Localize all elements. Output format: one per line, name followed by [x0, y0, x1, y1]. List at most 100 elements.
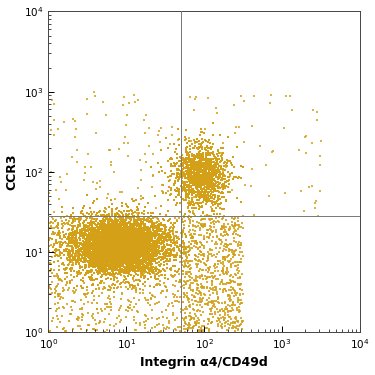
Point — [94, 260, 100, 266]
Point — [228, 264, 234, 270]
Point — [143, 234, 149, 240]
Point — [108, 234, 114, 240]
Point — [165, 208, 171, 214]
Point — [91, 253, 97, 259]
Point — [164, 247, 170, 253]
Point — [195, 299, 201, 305]
Point — [172, 214, 178, 220]
Point — [99, 238, 105, 244]
Point — [165, 250, 171, 256]
Point — [107, 215, 113, 221]
Point — [159, 222, 165, 228]
Point — [107, 257, 113, 263]
Point — [192, 182, 198, 188]
Point — [65, 256, 71, 262]
Point — [123, 250, 129, 256]
Point — [107, 230, 113, 236]
Point — [138, 221, 144, 227]
Point — [205, 170, 211, 176]
Point — [82, 258, 88, 264]
Point — [205, 158, 211, 164]
Point — [211, 224, 217, 230]
Point — [54, 240, 60, 246]
Point — [184, 191, 190, 197]
Point — [67, 256, 73, 262]
Point — [131, 224, 137, 230]
Point — [118, 235, 124, 241]
Point — [207, 193, 213, 199]
Point — [117, 246, 123, 252]
Point — [90, 240, 96, 246]
Point — [104, 252, 110, 258]
Point — [164, 241, 170, 247]
Point — [102, 252, 108, 258]
Point — [90, 264, 96, 270]
Point — [156, 267, 162, 273]
Point — [104, 234, 110, 240]
Point — [189, 258, 195, 264]
Point — [111, 253, 117, 259]
Point — [194, 152, 200, 157]
Point — [231, 279, 237, 285]
Point — [81, 291, 87, 297]
Point — [141, 241, 147, 247]
Point — [109, 242, 115, 248]
Point — [87, 236, 93, 242]
Point — [120, 246, 126, 252]
Point — [117, 254, 123, 260]
Point — [202, 172, 208, 178]
Point — [99, 246, 105, 252]
Point — [104, 244, 110, 250]
Point — [196, 194, 202, 200]
Point — [106, 217, 112, 223]
Point — [92, 239, 98, 245]
Point — [112, 252, 118, 258]
Point — [210, 270, 216, 276]
Point — [90, 230, 96, 236]
Point — [116, 250, 122, 256]
Point — [96, 270, 102, 276]
Point — [180, 326, 186, 332]
Point — [69, 298, 75, 304]
Point — [107, 258, 113, 264]
Point — [190, 202, 196, 208]
Point — [138, 250, 144, 256]
Point — [115, 271, 121, 277]
Point — [110, 259, 116, 265]
Point — [115, 236, 121, 242]
Point — [134, 249, 140, 255]
Point — [196, 138, 202, 144]
Point — [112, 256, 118, 262]
Point — [90, 255, 96, 261]
Point — [124, 244, 130, 250]
Point — [87, 231, 93, 237]
Point — [118, 266, 124, 272]
Point — [94, 246, 100, 252]
Point — [112, 236, 118, 242]
Point — [108, 217, 114, 223]
Point — [201, 169, 207, 175]
Point — [91, 219, 97, 225]
Point — [113, 244, 119, 250]
Point — [111, 244, 117, 250]
Point — [151, 256, 157, 262]
Point — [138, 259, 144, 265]
Point — [136, 210, 142, 216]
Point — [199, 204, 205, 210]
Point — [182, 244, 188, 250]
Point — [193, 159, 199, 165]
Point — [200, 174, 206, 180]
Point — [120, 228, 126, 234]
Point — [135, 226, 141, 232]
Point — [159, 182, 165, 188]
Point — [123, 237, 129, 243]
Point — [188, 168, 194, 174]
Point — [151, 230, 157, 236]
Point — [140, 195, 146, 201]
Point — [107, 233, 113, 239]
Point — [124, 239, 130, 245]
Point — [217, 158, 223, 164]
Point — [90, 262, 96, 268]
Point — [142, 226, 148, 232]
Point — [107, 255, 113, 261]
